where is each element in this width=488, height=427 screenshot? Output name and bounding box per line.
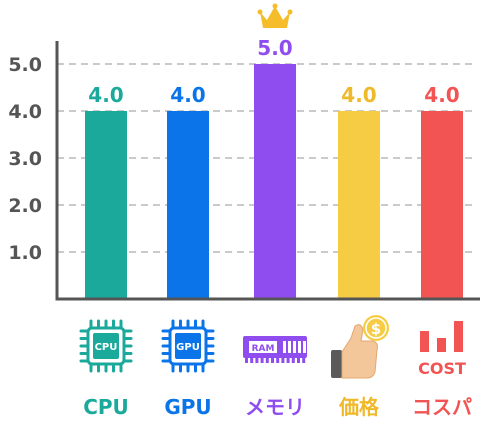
y-tick-label: 4.0 bbox=[8, 101, 42, 123]
category-label: CPU bbox=[83, 395, 129, 419]
crown-icon bbox=[257, 3, 293, 28]
bar bbox=[167, 111, 209, 298]
category-label: GPU bbox=[164, 395, 211, 419]
svg-text:$: $ bbox=[371, 320, 381, 338]
value-label: 4.0 bbox=[424, 83, 459, 107]
svg-text:RAM: RAM bbox=[252, 344, 275, 354]
category-label: 価格 bbox=[338, 395, 380, 419]
svg-text:CPU: CPU bbox=[95, 342, 118, 353]
category-label: メモリ bbox=[245, 395, 305, 419]
bar bbox=[85, 111, 127, 298]
bar bbox=[254, 64, 296, 298]
value-label: 4.0 bbox=[341, 83, 376, 107]
y-tick-label: 3.0 bbox=[8, 148, 42, 170]
value-label: 4.0 bbox=[170, 83, 205, 107]
cost-bars-icon: COST bbox=[418, 321, 466, 378]
value-label: 5.0 bbox=[257, 36, 292, 60]
y-tick-label: 2.0 bbox=[8, 195, 42, 217]
y-tick-label: 1.0 bbox=[8, 242, 42, 264]
thumbs-up-coin-icon: $ bbox=[331, 315, 389, 379]
ram-module-icon: RAM bbox=[243, 336, 307, 363]
bar bbox=[338, 111, 380, 298]
gpu-chip-icon: GPU bbox=[161, 319, 215, 373]
category-label: コスパ bbox=[412, 395, 472, 419]
y-tick-label: 5.0 bbox=[8, 54, 42, 76]
bar bbox=[421, 111, 463, 298]
svg-text:COST: COST bbox=[418, 359, 466, 378]
cpu-chip-icon: CPU bbox=[79, 319, 133, 373]
value-label: 4.0 bbox=[88, 83, 123, 107]
svg-text:GPU: GPU bbox=[176, 342, 200, 353]
axes bbox=[55, 41, 480, 301]
